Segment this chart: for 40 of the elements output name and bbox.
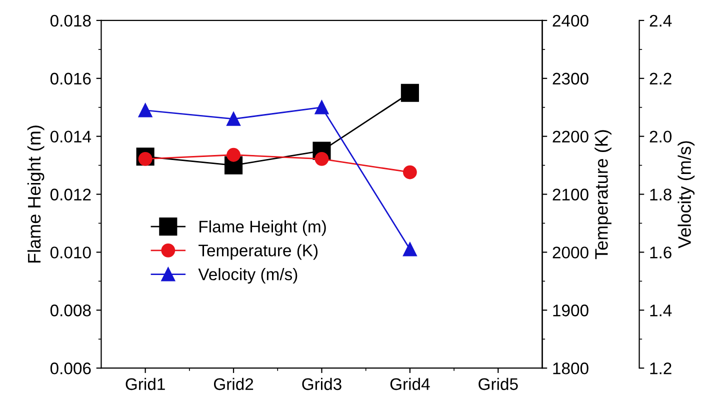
x-tick-label: Grid4 <box>390 378 430 390</box>
y-tick-label: 0.008 <box>50 304 91 316</box>
point <box>226 112 240 126</box>
x-tick-label: Grid2 <box>214 378 254 390</box>
y3-tick-label: 1.6 <box>650 246 672 258</box>
y3-tick-label: 2.2 <box>650 72 672 84</box>
y2-tick-label: 1800 <box>553 362 588 374</box>
y-axis-title: Flame Height (m) <box>27 126 44 263</box>
y-tick-label: 0.006 <box>50 362 91 374</box>
point <box>402 165 417 180</box>
y-tick-label: 0.010 <box>50 246 91 258</box>
y3-tick-label: 2.4 <box>650 14 672 26</box>
point <box>314 100 329 114</box>
y2-tick-label: 2400 <box>552 14 588 27</box>
legend-label: Flame Height (m) <box>200 220 326 236</box>
y2-tick-label: 2100 <box>552 188 588 200</box>
y2-tick-label: 1900 <box>553 304 588 316</box>
y3-tick-label: 1.8 <box>650 188 672 200</box>
point <box>314 152 329 166</box>
x-tick-label: Grid3 <box>302 378 342 390</box>
x-tick-label: Grid1 <box>126 378 165 390</box>
point <box>138 103 152 118</box>
y3-tick-label: 2.0 <box>650 130 672 143</box>
point <box>226 148 240 162</box>
point <box>400 84 419 102</box>
point <box>402 242 417 256</box>
x-tick-label: Grid5 <box>478 378 518 390</box>
y2-tick-label: 2200 <box>552 130 588 143</box>
y2-tick-label: 2000 <box>552 246 588 258</box>
y-tick-label: 0.018 <box>50 14 91 27</box>
legend-label: Velocity (m/s) <box>198 268 298 284</box>
y2-axis-title: Temperature (K) <box>594 130 612 260</box>
y3-axis-title: Velocity (m/s) <box>678 141 695 248</box>
y-tick-label: 0.014 <box>50 130 92 143</box>
y3-tick-label: 1.4 <box>650 304 672 316</box>
y-tick-label: 0.012 <box>50 188 91 200</box>
legend-label: Temperature (K) <box>198 244 318 260</box>
y-tick-label: 0.016 <box>50 72 91 85</box>
y2-tick-label: 2300 <box>552 72 588 85</box>
y3-tick-label: 1.2 <box>650 362 672 374</box>
